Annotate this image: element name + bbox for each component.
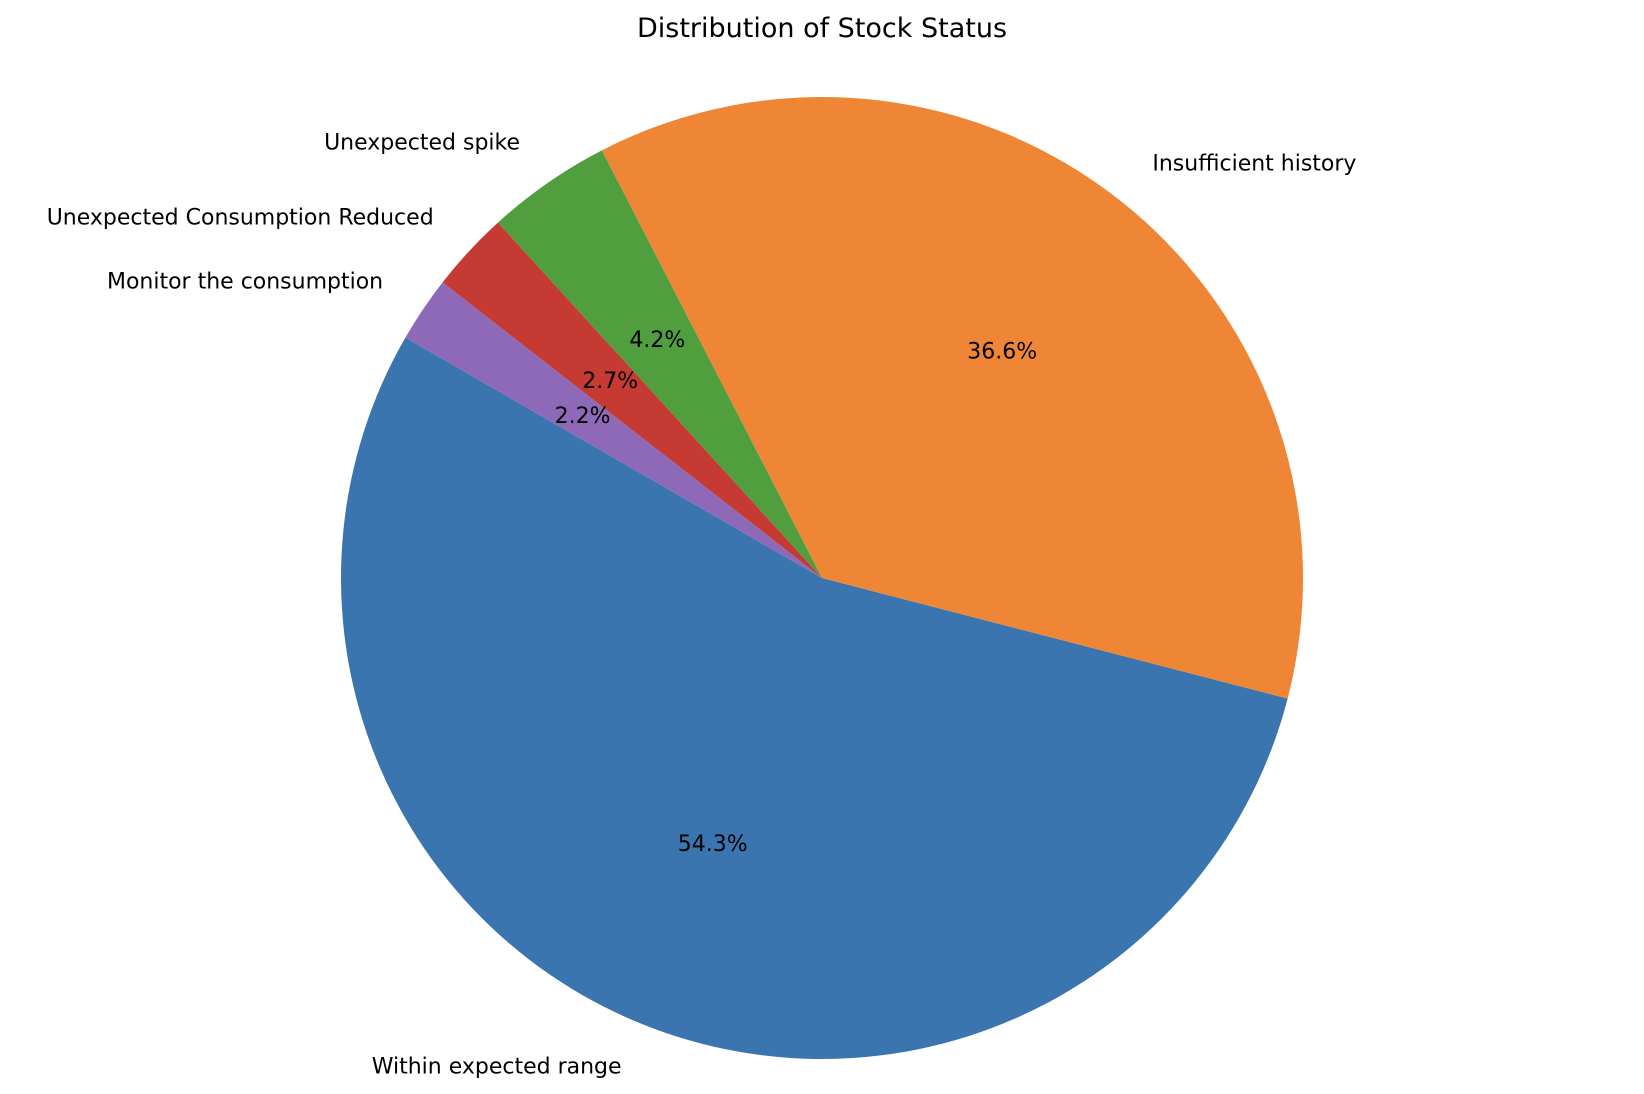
slice-percent-within-expected-range: 54.3% [678,832,748,857]
slice-percent-unexpected-spike: 4.2% [629,328,685,353]
slice-label-unexpected-spike: Unexpected spike [324,131,520,156]
slice-label-unexpected-consumption-reduced: Unexpected Consumption Reduced [47,206,434,231]
pie-slice-insufficient-history [601,96,1303,699]
slice-percent-unexpected-consumption-reduced: 2.7% [582,369,638,394]
slice-percent-monitor-the-consumption: 2.2% [555,404,611,429]
slice-label-insufficient-history: Insufficient history [1152,152,1356,177]
slice-label-within-expected-range: Within expected range [372,1055,622,1080]
pie-slice-unexpected-consumption-reduced [442,222,822,578]
pie-slice-unexpected-spike [497,150,822,578]
slice-percent-labels: 54.3% 36.6% 4.2% 2.7% 2.2% [555,328,1037,857]
pie-slice-monitor-the-consumption [405,282,822,578]
slice-label-monitor-the-consumption: Monitor the consumption [107,269,383,294]
pie-slice-within-expected-range [341,337,1288,1059]
chart-title: Distribution of Stock Status [637,13,1007,44]
slice-percent-insufficient-history: 36.6% [967,340,1037,365]
pie-slices [341,96,1303,1059]
slice-category-labels: Within expected range Insufficient histor… [47,131,1357,1080]
